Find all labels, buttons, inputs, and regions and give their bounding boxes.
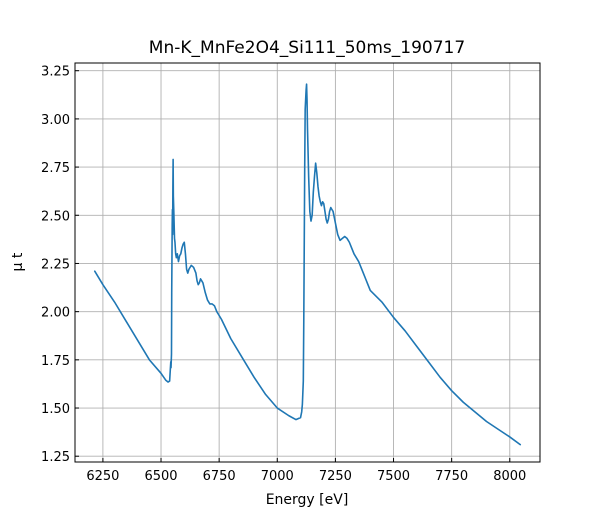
x-tick-label: 8000 <box>493 469 526 484</box>
y-tick-label: 2.25 <box>41 257 70 272</box>
x-tick-label: 6250 <box>86 469 119 484</box>
y-tick-label: 2.00 <box>41 306 70 321</box>
grid-lines <box>75 63 540 462</box>
x-axis-label: Energy [eV] <box>266 492 349 508</box>
x-tick-label: 7000 <box>261 469 294 484</box>
y-tick-label: 2.50 <box>41 209 70 224</box>
y-tick-label: 2.75 <box>41 161 70 176</box>
series-line <box>93 83 522 446</box>
plot-frame <box>74 62 541 463</box>
x-tick-label: 7250 <box>319 469 352 484</box>
x-axis-ticks: 6250 6500 6750 7000 7250 7500 7750 8000 <box>86 458 526 484</box>
y-tick-label: 1.25 <box>41 450 70 465</box>
x-tick-label: 7500 <box>377 469 410 484</box>
y-tick-label: 1.50 <box>41 402 70 417</box>
x-tick-label: 6750 <box>203 469 236 484</box>
x-tick-label: 6500 <box>144 469 177 484</box>
y-axis-ticks: 1.25 1.50 1.75 2.00 2.25 2.50 2.75 3.00 3.25 <box>41 65 79 465</box>
y-tick-label: 3.25 <box>41 65 70 80</box>
plot-area <box>93 83 522 446</box>
y-tick-label: 3.00 <box>41 113 70 128</box>
y-tick-label: 1.75 <box>41 354 70 369</box>
x-tick-label: 7750 <box>435 469 468 484</box>
y-axis-label: μ t <box>10 252 26 271</box>
chart-title: Mn-K_MnFe2O4_Si111_50ms_190717 <box>149 38 465 58</box>
